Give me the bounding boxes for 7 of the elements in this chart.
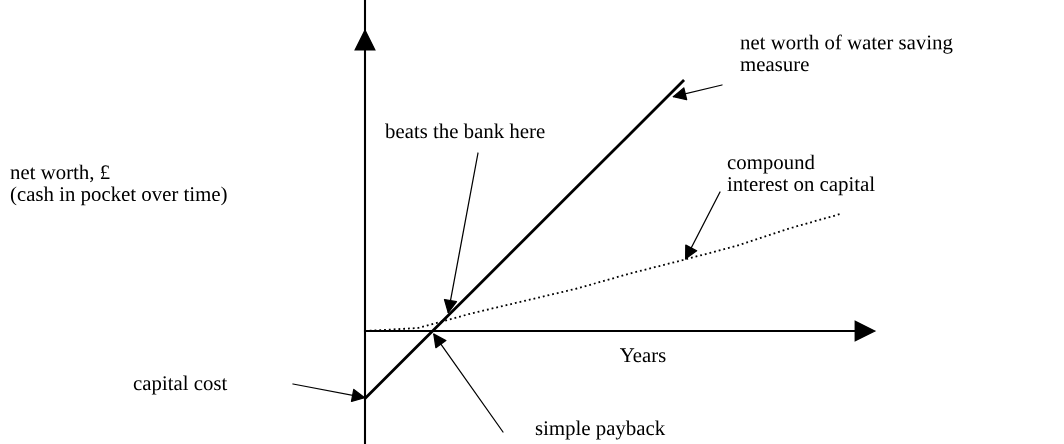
- text: capital cost: [133, 375, 228, 395]
- annotation: beats the bank here: [385, 123, 545, 139]
- x-axis-title: Years: [619, 348, 666, 363]
- text: net worth, £ (cash in pocket over time): [10, 164, 227, 206]
- text: net worth of water saving measure: [740, 34, 953, 72]
- annotation: compound interest on capital: [727, 154, 875, 196]
- text: simple payback: [535, 420, 666, 440]
